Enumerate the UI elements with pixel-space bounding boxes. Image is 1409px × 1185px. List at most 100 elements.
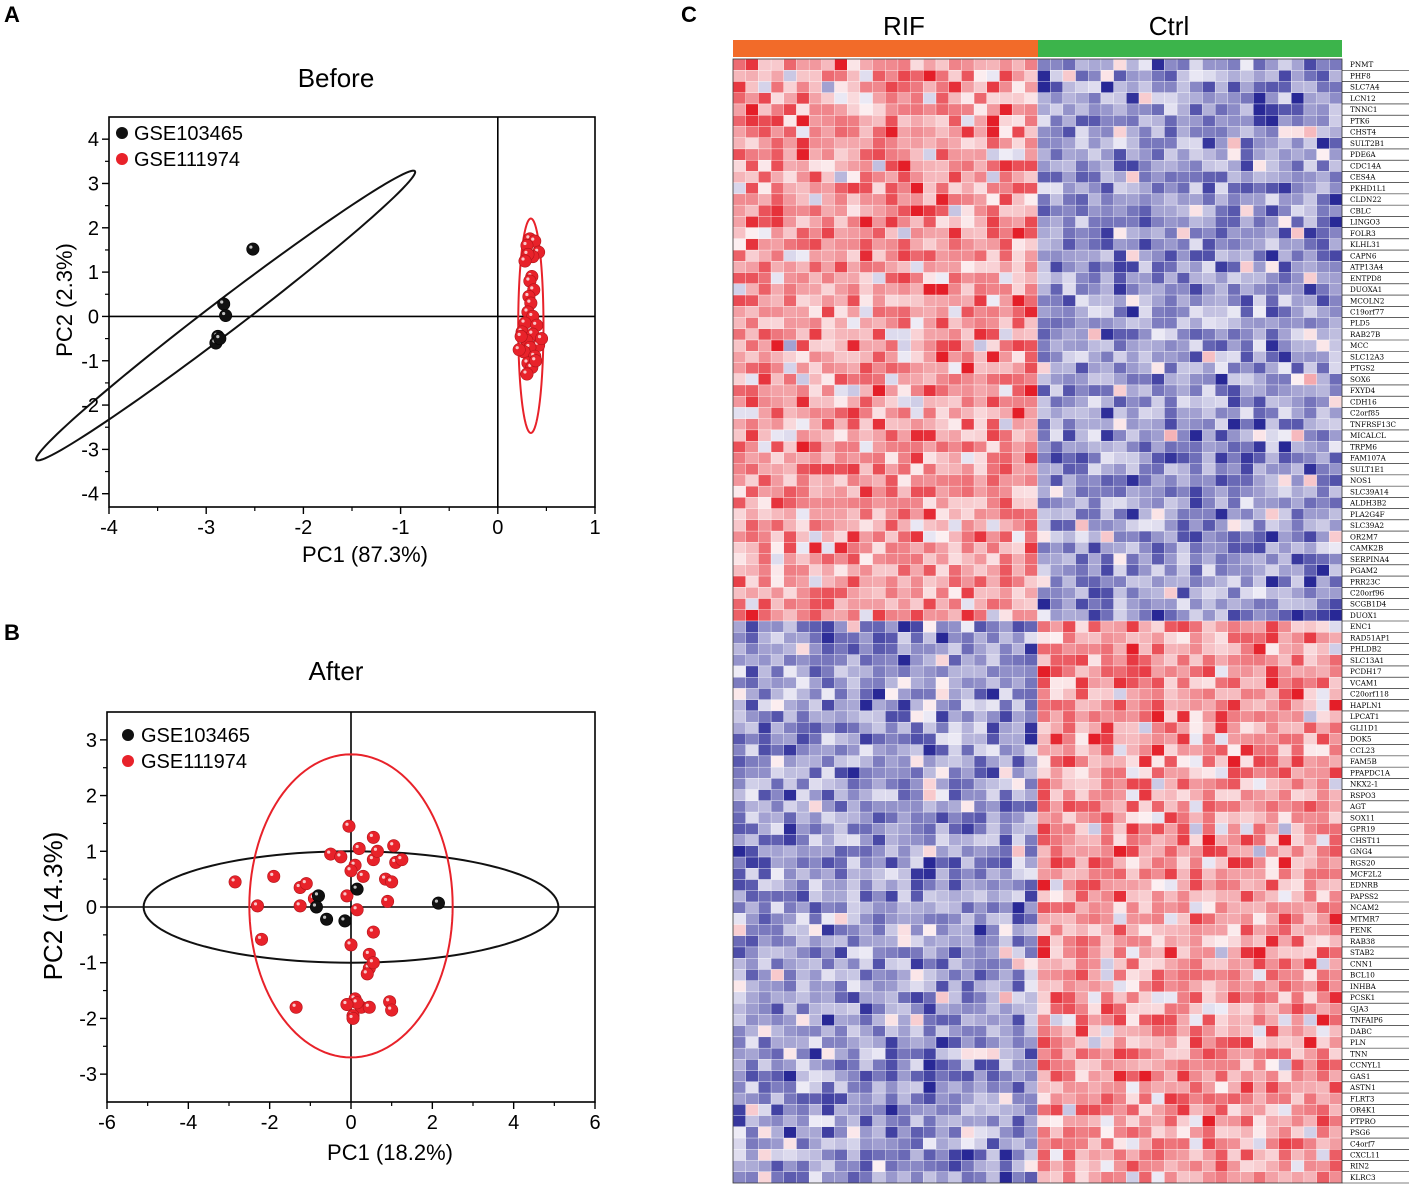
heatmap-cell [1037,328,1051,341]
heatmap-cell [1088,182,1102,195]
heatmap-cell [1329,362,1343,374]
heatmap-cell [1265,553,1279,566]
heatmap-cell [1240,901,1254,914]
heatmap-cell [923,789,937,802]
heatmap-cell [770,677,784,689]
heatmap-cell [821,1104,835,1116]
heatmap-cell [758,485,772,498]
heatmap-cell [1062,553,1076,566]
heatmap-cell [1126,58,1140,71]
heatmap-cell [885,789,899,802]
point-highlight [369,833,373,837]
heatmap-cell [1316,1014,1330,1026]
heatmap-cell [1151,485,1165,498]
heatmap-cell [1011,171,1026,183]
heatmap-cell [1303,609,1317,622]
heatmap-cell [1126,1014,1140,1026]
heatmap-cell [1024,721,1038,734]
heatmap-cell [1176,1081,1190,1094]
heatmap-cell [859,216,873,228]
heatmap-cell [1037,553,1051,566]
heatmap-cell [834,351,848,363]
heatmap-cell [1088,70,1102,82]
heatmap-cell [1075,362,1089,374]
heatmap-cell [1100,1014,1114,1026]
point-highlight [292,1003,296,1007]
heatmap-cell [1113,800,1127,813]
heatmap-cell [1265,958,1279,970]
heatmap-cell [1075,396,1089,408]
heatmap-cell [1088,935,1102,948]
heatmap-cell [796,733,810,745]
heatmap-cell [973,811,987,824]
heatmap-cell [1240,429,1254,442]
heatmap-cell [1151,699,1165,712]
heatmap-cell [1227,1036,1241,1049]
heatmap-cell [1113,115,1127,127]
heatmap-cell [1329,317,1343,329]
heatmap-cell [859,598,873,610]
heatmap-cell [961,721,975,734]
heatmap-cell [923,339,937,352]
heatmap-cell [1240,677,1254,689]
point-highlight [353,885,357,889]
heatmap-cell [935,823,949,835]
heatmap-cell [935,969,949,981]
heatmap-cell [910,396,924,408]
heatmap-cell [1062,991,1076,1004]
heatmap-cell [1214,227,1229,240]
heatmap-cell [1037,148,1051,161]
heatmap-cell [783,1070,797,1083]
heatmap-cell [973,643,987,655]
heatmap-cell [1278,1149,1292,1161]
heatmap-cell [783,1104,797,1116]
heatmap-cell [1037,283,1051,296]
heatmap-cell [986,81,1000,93]
heatmap-cell [821,204,835,217]
heatmap-cell [770,58,784,71]
heatmap-cell [897,362,911,374]
heatmap-cell [745,946,759,959]
heatmap-cell [1151,766,1165,779]
heatmap-cell [1227,159,1241,172]
heatmap-cell [1291,789,1305,802]
heatmap-cell [834,868,848,880]
heatmap-cell [758,137,772,150]
heatmap-cell [986,1115,1000,1128]
heatmap-cell [1214,238,1229,251]
heatmap-cell [859,845,873,858]
point-highlight [388,878,392,882]
heatmap-cell [885,485,899,498]
heatmap-cell [885,935,899,948]
heatmap-cell [732,272,746,285]
heatmap-cell [758,159,772,172]
heatmap-cell [796,81,810,93]
heatmap-cell [1113,1025,1127,1038]
heatmap-cell [796,440,810,453]
heatmap-cell [1329,564,1343,577]
heatmap-cell [1126,407,1140,419]
heatmap-cell [1062,632,1076,644]
heatmap-cell [923,159,937,172]
heatmap-cell [1037,1002,1051,1015]
heatmap-cell [783,103,797,116]
point-highlight [312,903,317,907]
heatmap-cell [1189,204,1203,217]
heatmap-cell [986,249,1000,262]
heatmap-cell [1214,598,1229,610]
heatmap-cell [1189,1002,1203,1015]
heatmap-cell [821,733,835,745]
heatmap-cell [872,238,886,251]
heatmap-cell [834,778,848,790]
heatmap-cell [1075,103,1089,116]
heatmap-cell [1202,171,1216,183]
heatmap-cell [1303,508,1317,521]
heatmap-cell [783,1092,797,1105]
heatmap-cell [808,1081,823,1094]
heatmap-cell [986,542,1000,554]
heatmap-cell [1075,407,1089,419]
heatmap-cell [1214,70,1229,82]
heatmap-cell [1024,70,1038,82]
heatmap-cell [859,834,873,847]
heatmap-cell [1126,800,1140,813]
